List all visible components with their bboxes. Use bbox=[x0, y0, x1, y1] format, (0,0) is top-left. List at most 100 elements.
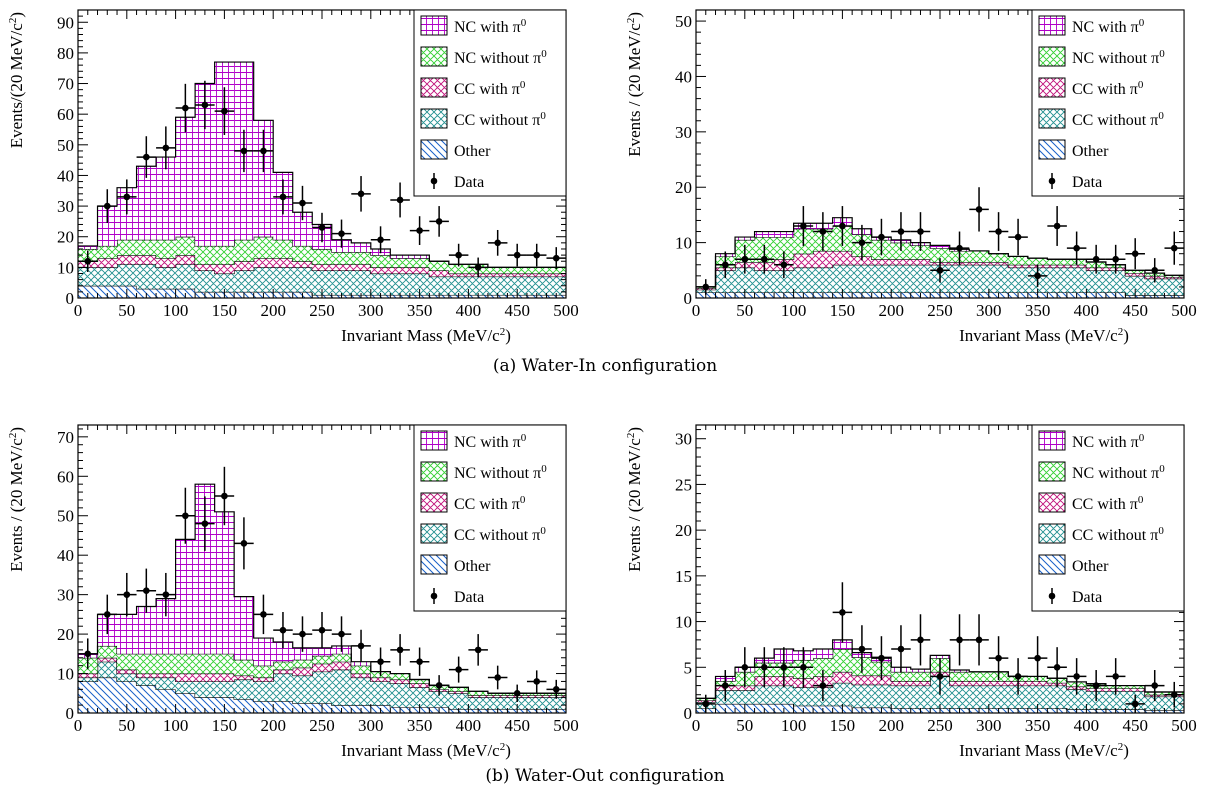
histogram-bar bbox=[832, 649, 853, 672]
histogram-bar bbox=[175, 236, 196, 256]
data-point bbox=[702, 700, 710, 708]
data-point bbox=[240, 540, 248, 547]
data-point bbox=[552, 686, 560, 693]
legend-data-marker bbox=[1048, 592, 1056, 600]
x-tick-label: 500 bbox=[1171, 301, 1197, 320]
histogram-bar bbox=[409, 687, 430, 708]
histogram-bar bbox=[97, 677, 118, 713]
histogram-bar bbox=[136, 685, 157, 713]
data-point bbox=[123, 193, 131, 201]
data-point bbox=[780, 261, 788, 269]
series-outline bbox=[696, 639, 1184, 699]
legend-swatch bbox=[1038, 430, 1066, 451]
data-point bbox=[552, 254, 560, 262]
data-point bbox=[182, 104, 189, 112]
histogram-bar bbox=[813, 649, 833, 659]
data-point bbox=[103, 202, 111, 210]
data-point bbox=[182, 512, 189, 520]
legend-label: NC with π0 bbox=[1072, 432, 1145, 451]
histogram-bar bbox=[234, 659, 254, 676]
histogram-bar bbox=[351, 677, 371, 706]
histogram-bar bbox=[448, 691, 469, 694]
legend-swatch bbox=[420, 492, 448, 513]
histogram-bar bbox=[253, 665, 274, 678]
histogram-bar bbox=[832, 264, 853, 293]
histogram-bar bbox=[735, 267, 755, 293]
histogram-bar bbox=[1066, 264, 1087, 268]
data-point bbox=[1034, 654, 1041, 662]
histogram-bar bbox=[156, 258, 176, 268]
histogram-bar bbox=[175, 681, 196, 694]
histogram-bar bbox=[253, 701, 274, 713]
histogram-bar bbox=[156, 267, 176, 289]
legend-swatch bbox=[420, 15, 448, 36]
histogram-bar bbox=[969, 685, 989, 709]
histogram-bar bbox=[487, 693, 508, 696]
histogram-bar bbox=[949, 670, 970, 672]
y-tick-label: 30 bbox=[57, 197, 74, 216]
y-axis-label: Events / (20 MeV/c2) bbox=[625, 427, 644, 572]
histogram-bar bbox=[910, 685, 931, 709]
data-point bbox=[1112, 673, 1119, 680]
histogram-bar bbox=[331, 669, 352, 706]
x-tick-label: 50 bbox=[736, 301, 753, 320]
data-point bbox=[741, 663, 749, 671]
histogram-bar bbox=[195, 697, 215, 713]
histogram-bar bbox=[97, 267, 118, 286]
series-outline bbox=[696, 217, 1184, 288]
histogram-bar bbox=[891, 264, 911, 293]
histogram-bar bbox=[910, 671, 931, 681]
histogram-bar bbox=[1144, 696, 1165, 711]
series-outline bbox=[696, 291, 1184, 296]
legend-swatch bbox=[1038, 139, 1066, 160]
legend-swatch bbox=[1038, 108, 1066, 129]
histogram-bar bbox=[117, 239, 137, 256]
histogram-bar bbox=[813, 250, 833, 268]
legend-swatch bbox=[420, 46, 448, 67]
legend-label: Data bbox=[454, 589, 484, 606]
data-point bbox=[494, 239, 501, 247]
data-point bbox=[878, 654, 885, 662]
histogram-bar bbox=[871, 264, 892, 293]
histogram-bar bbox=[292, 675, 313, 704]
histogram-bar bbox=[390, 273, 410, 295]
histogram-bar bbox=[97, 258, 118, 268]
histogram-bar bbox=[793, 253, 814, 268]
histogram-bar bbox=[1047, 259, 1067, 265]
histogram-bar bbox=[852, 684, 872, 708]
histogram-bar bbox=[117, 653, 137, 670]
x-tick-label: 350 bbox=[1025, 716, 1051, 735]
data-point bbox=[721, 261, 729, 269]
histogram-bar bbox=[409, 683, 430, 688]
series-cc-without-0 bbox=[78, 263, 566, 295]
histogram-bar bbox=[468, 276, 488, 295]
data-point bbox=[357, 642, 365, 650]
data-point bbox=[1112, 255, 1119, 263]
histogram-bar bbox=[487, 695, 508, 698]
histogram-bar bbox=[813, 267, 833, 293]
data-point bbox=[897, 228, 905, 235]
histogram-bar bbox=[832, 682, 853, 706]
histogram-bar bbox=[949, 681, 970, 686]
histogram-bar bbox=[195, 484, 215, 654]
legend-data-marker bbox=[1048, 177, 1056, 185]
histogram-bar bbox=[312, 655, 332, 664]
legend-swatch bbox=[1038, 523, 1066, 544]
x-tick-label: 400 bbox=[456, 716, 482, 735]
data-point bbox=[279, 193, 287, 201]
histogram-bar bbox=[1125, 685, 1145, 689]
x-tick-label: 400 bbox=[456, 301, 482, 320]
x-tick-label: 50 bbox=[736, 716, 753, 735]
histogram-bar bbox=[1164, 276, 1184, 279]
x-tick-label: 0 bbox=[74, 301, 83, 320]
y-axis-label: Events/(20 MeV/c2) bbox=[7, 12, 26, 148]
histogram-bar bbox=[949, 264, 970, 293]
histogram-bar bbox=[1008, 685, 1028, 709]
histogram-bar bbox=[292, 667, 313, 676]
chart-panel-top-right: 0 50 100 150 200 250 300 350 400 450 500 0 10 20 30 40 5… bbox=[625, 9, 1197, 345]
histogram-bar bbox=[735, 685, 755, 691]
histogram-bar bbox=[156, 677, 176, 690]
histogram-bar bbox=[234, 699, 254, 713]
histogram-bar bbox=[253, 236, 274, 259]
histogram-bar bbox=[949, 685, 970, 709]
